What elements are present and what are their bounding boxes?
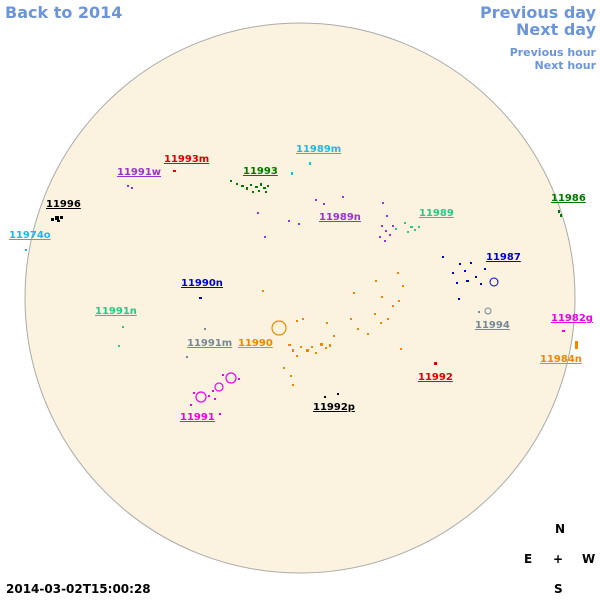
sunspot-group-11990n (199, 297, 202, 299)
sunspot-group-11974o (25, 249, 27, 251)
region-label-11989m[interactable]: 11989m (296, 144, 342, 155)
region-label-11996[interactable]: 11996 (46, 199, 81, 210)
sunspot-group-11989n (257, 196, 394, 242)
previous-hour-link[interactable]: Previous hour (509, 46, 596, 59)
next-day-link[interactable]: Next day (516, 20, 596, 39)
compass-west: W (582, 552, 596, 566)
previous-day-link[interactable]: Previous day (479, 3, 596, 22)
sunspot-group-11982g (562, 330, 565, 332)
sunspot-group-11989 (395, 222, 420, 233)
region-label-11990[interactable]: 11990 (238, 338, 273, 349)
sunspot-group-11990 (262, 272, 404, 386)
sunspot-group-11991w (127, 185, 133, 189)
region-label-11989n[interactable]: 11989n (319, 212, 361, 223)
sunspot-group-11991m (186, 328, 206, 358)
region-label-11986[interactable]: 11986 (551, 193, 586, 204)
compass-south: S (554, 582, 563, 596)
next-hour-link[interactable]: Next hour (534, 59, 597, 72)
sunspot-group-11993m (173, 170, 176, 172)
compass-center: + (553, 552, 564, 566)
sunspot-group-11994 (478, 307, 492, 315)
compass-east: E (524, 552, 533, 566)
sunspot-group-11991 (190, 372, 240, 415)
solar-disk (24, 22, 576, 574)
sunspot-group-11986 (558, 210, 562, 217)
compass-north: N (555, 522, 566, 536)
sunspot-group-11987 (442, 256, 499, 300)
sunspot-group-11992p (324, 393, 339, 398)
region-label-11984n[interactable]: 11984n (540, 354, 582, 365)
region-label-11994[interactable]: 11994 (475, 320, 510, 331)
region-label-11974o[interactable]: 11974o (9, 230, 51, 241)
sunspot-group-11992 (434, 362, 437, 365)
sunspot-group-11989m (291, 162, 311, 175)
region-label-11991[interactable]: 11991 (180, 412, 215, 423)
sunspot-group-11991n (118, 326, 124, 347)
region-label-11989[interactable]: 11989 (419, 208, 454, 219)
observation-timestamp: 2014-03-02T15:00:28 (6, 582, 151, 596)
region-label-11991n[interactable]: 11991n (95, 306, 137, 317)
region-label-11991w[interactable]: 11991w (117, 167, 162, 178)
sunspot-group-11984n (575, 341, 578, 349)
region-label-11991m[interactable]: 11991m (187, 338, 233, 349)
region-label-11993m[interactable]: 11993m (164, 154, 210, 165)
sunspot-group-11993 (230, 180, 269, 193)
region-label-11990n[interactable]: 11990n (181, 278, 223, 289)
sunspot-group-11996 (51, 216, 63, 222)
region-label-11992[interactable]: 11992 (418, 372, 453, 383)
region-label-11982g[interactable]: 11982g (551, 313, 593, 324)
region-label-11987[interactable]: 11987 (486, 252, 521, 263)
back-to-year-link[interactable]: Back to 2014 (5, 3, 123, 22)
region-label-11993[interactable]: 11993 (243, 166, 278, 177)
region-label-11992p[interactable]: 11992p (313, 402, 355, 413)
